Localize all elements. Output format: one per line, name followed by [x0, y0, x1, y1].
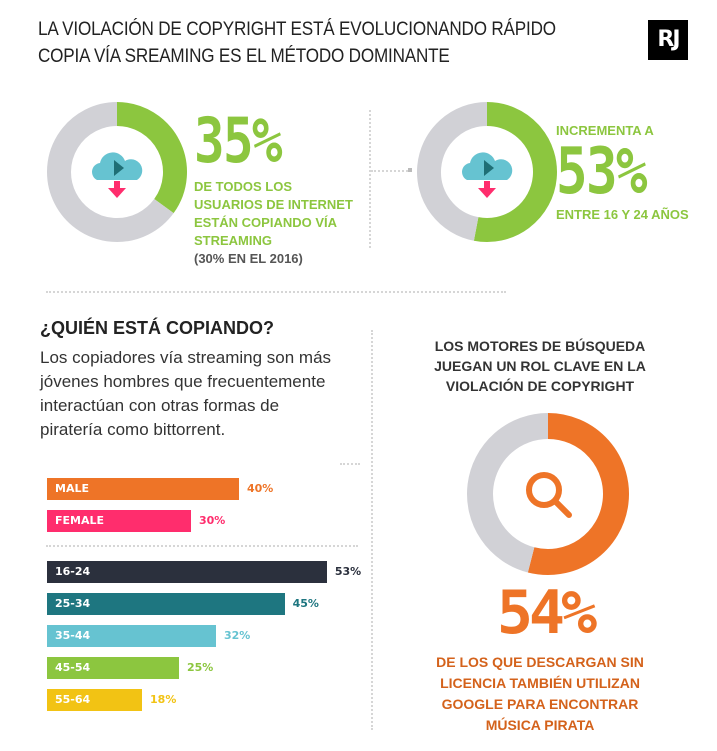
who-title: ¿QUIÉN ESTÁ COPIANDO?	[40, 318, 275, 338]
cloud-download-icon	[462, 152, 513, 198]
search-percent: 54%	[496, 578, 597, 648]
bar-label: MALE	[55, 482, 89, 495]
stat-all-users-note: (30% EN EL 2016)	[194, 251, 303, 266]
bar-value-label: 45%	[292, 597, 319, 610]
divider-vertical	[369, 110, 371, 248]
donut-segment-resto	[417, 102, 488, 241]
donut-all-users	[47, 102, 187, 242]
page-title: LA VIOLACIÓN DE COPYRIGHT ESTÁ EVOLUCION…	[38, 16, 556, 70]
donut-segment-resto	[47, 102, 174, 242]
title-line: JUEGAN UN ROL CLAVE EN LA	[434, 358, 646, 374]
divider-horizontal	[46, 291, 506, 293]
bar-label: FEMALE	[55, 514, 105, 527]
desc-line: ESTÁN COPIANDO VÍA	[194, 215, 338, 230]
bar-25-34: 25-34	[47, 593, 285, 615]
stat-young-prefix: INCREMENTA A	[556, 123, 654, 138]
bar-value-label: 30%	[199, 514, 226, 527]
stat-all-users-percent: 35%	[194, 104, 283, 177]
desc-line: MÚSICA PIRATA	[485, 717, 595, 733]
divider-short	[340, 463, 360, 465]
desc-line: GOOGLE PARA ENCONTRAR	[441, 696, 639, 712]
bar-male: MALE	[47, 478, 239, 500]
donut-segment-resto	[467, 413, 549, 573]
bar-label: 16-24	[55, 565, 91, 578]
bar-value-label: 53%	[334, 565, 362, 578]
donut-segments	[417, 102, 557, 242]
who-body: Los copiadores vía streaming son más jóv…	[40, 348, 332, 439]
desc-line: STREAMING	[194, 233, 272, 248]
donut-young	[417, 102, 557, 242]
bar-55-64: 55-64	[47, 689, 143, 711]
connector-line	[371, 170, 411, 172]
bar-value-label: 40%	[247, 482, 274, 495]
stat-young-percent: 53%	[556, 135, 648, 209]
donut-search	[467, 413, 629, 575]
donut-segment-copiando-vía-streaming	[473, 102, 557, 242]
title-line: LOS MOTORES DE BÚSQUEDA	[434, 338, 646, 354]
desc-line: USUARIOS DE INTERNET	[194, 197, 353, 212]
bar-label: 25-34	[55, 597, 91, 610]
divider-vertical-2	[371, 330, 373, 730]
stat-young-suffix: ENTRE 16 Y 24 AÑOS	[556, 207, 689, 222]
connector-dot	[408, 168, 412, 172]
bar-45-54: 45-54	[47, 657, 179, 679]
donut-segment-copiando-vía-streaming	[116, 102, 187, 214]
bar-label: 55-64	[55, 693, 91, 706]
bar-label: 35-44	[55, 629, 91, 642]
bar-label: 45-54	[55, 661, 91, 674]
magnifier-icon	[526, 472, 572, 518]
divider-bars	[46, 545, 358, 547]
donut-segment-usan-google	[527, 413, 629, 575]
bar-value-label: 25%	[187, 661, 214, 674]
donut-segments	[467, 413, 629, 575]
stat-all-users-description: DE TODOS LOS USUARIOS DE INTERNET ESTÁN …	[194, 178, 353, 268]
bar-value-label: 32%	[223, 629, 251, 642]
search-description: DE LOS QUE DESCARGAN SIN LICENCIA TAMBIÉ…	[420, 652, 660, 736]
title-line-2: COPIA VÍA SREAMING ES EL MÉTODO DOMINANT…	[38, 46, 450, 67]
desc-line: DE TODOS LOS	[194, 179, 292, 194]
desc-line: LICENCIA TAMBIÉN UTILIZAN	[440, 675, 640, 691]
title-line-1: LA VIOLACIÓN DE COPYRIGHT ESTÁ EVOLUCION…	[38, 19, 556, 40]
bar-16-24: 16-24	[47, 561, 327, 583]
logo: RJ	[648, 20, 688, 60]
bar-value-label: 18%	[150, 693, 177, 706]
cloud-download-icon	[92, 152, 143, 198]
title-line: VIOLACIÓN DE COPYRIGHT	[445, 378, 635, 394]
desc-line: DE LOS QUE DESCARGAN SIN	[436, 654, 644, 670]
search-title: LOS MOTORES DE BÚSQUEDA JUEGAN UN ROL CL…	[420, 336, 660, 396]
donut-segments	[47, 102, 187, 242]
bar-female: FEMALE	[47, 510, 191, 532]
bar-35-44: 35-44	[47, 625, 216, 647]
